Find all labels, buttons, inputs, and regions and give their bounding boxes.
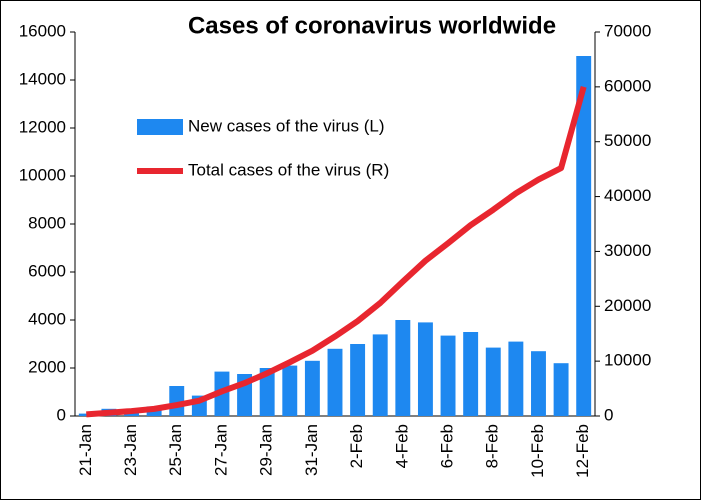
y-tick-label: 8000: [28, 213, 66, 232]
y-tick-label: 12000: [19, 117, 66, 136]
y2-tick-label: 60000: [604, 76, 651, 95]
chart-title: Cases of coronavirus worldwide: [188, 12, 556, 39]
x-tick-label: 31-Jan: [302, 424, 321, 476]
x-tick-label: 23-Jan: [121, 424, 140, 476]
bar: [259, 368, 275, 416]
y2-tick-label: 70000: [604, 21, 651, 40]
legend-swatch: [137, 119, 183, 135]
y2-tick-label: 20000: [604, 296, 651, 315]
bar: [463, 332, 479, 416]
bar: [531, 351, 546, 416]
bar: [395, 320, 411, 416]
x-tick-label: 2-Feb: [347, 424, 366, 468]
x-tick-label: 25-Jan: [166, 424, 185, 476]
legend-label: Total cases of the virus (R): [188, 160, 389, 179]
bar: [350, 344, 366, 416]
y2-tick-label: 40000: [604, 186, 651, 205]
y-tick-label: 4000: [28, 309, 66, 328]
x-tick-label: 29-Jan: [257, 424, 276, 476]
bar: [508, 341, 524, 416]
bar: [417, 322, 433, 416]
y2-tick-label: 0: [604, 405, 613, 424]
bar: [327, 348, 343, 416]
bar: [485, 347, 501, 416]
bar: [282, 365, 298, 416]
bar: [440, 335, 456, 416]
bar: [78, 413, 94, 416]
x-tick-label: 8-Feb: [483, 424, 502, 468]
y2-tick-label: 50000: [604, 131, 651, 150]
y2-tick-label: 30000: [604, 241, 651, 260]
x-tick-label: 27-Jan: [211, 424, 230, 476]
y-tick-label: 10000: [19, 165, 66, 184]
x-tick-label: 12-Feb: [573, 424, 592, 478]
x-tick-label: 4-Feb: [392, 424, 411, 468]
y-tick-label: 2000: [28, 357, 66, 376]
legend-label: New cases of the virus (L): [188, 116, 385, 135]
y-tick-label: 6000: [28, 261, 66, 280]
x-tick-label: 6-Feb: [438, 424, 457, 468]
bar: [576, 56, 592, 416]
bar: [553, 363, 569, 416]
x-tick-label: 21-Jan: [76, 424, 95, 476]
y-tick-label: 16000: [19, 21, 66, 40]
y-tick-label: 0: [57, 405, 66, 424]
bar: [304, 360, 320, 416]
y-tick-label: 14000: [19, 69, 66, 88]
line: [86, 86, 587, 418]
bar: [372, 334, 388, 416]
x-tick-label: 10-Feb: [528, 424, 547, 478]
y2-tick-label: 10000: [604, 351, 651, 370]
